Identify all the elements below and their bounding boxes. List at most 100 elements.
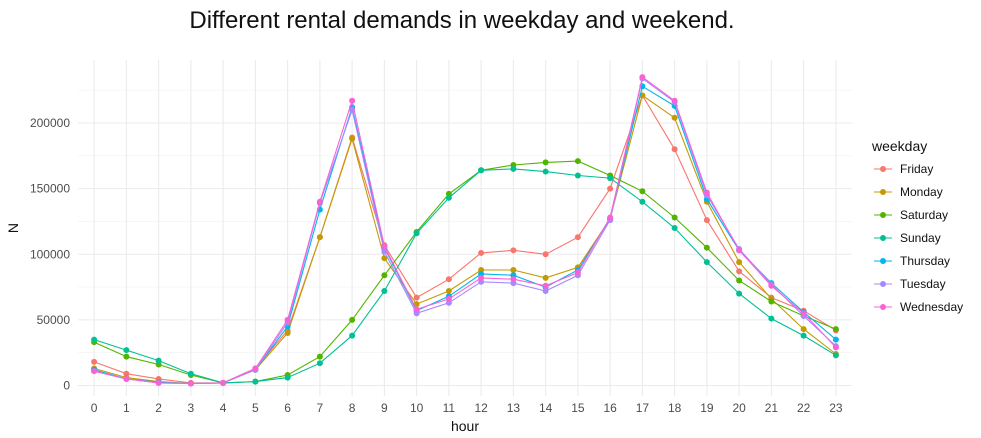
legend: weekday Friday Monday Saturday Sunday Thursd… <box>871 138 963 314</box>
data-point <box>671 214 678 221</box>
data-point <box>607 185 614 192</box>
legend-item-thursday: Thursday <box>874 254 950 268</box>
data-point <box>703 244 710 251</box>
x-axis-title: hour <box>451 418 479 434</box>
data-point <box>252 365 259 372</box>
data-point <box>768 298 775 305</box>
data-point <box>381 255 388 262</box>
x-tick-label: 0 <box>91 401 98 415</box>
data-point <box>671 97 678 104</box>
x-tick-label: 15 <box>571 401 585 415</box>
data-point <box>284 374 291 381</box>
x-tick-label: 20 <box>732 401 746 415</box>
series-line <box>93 168 837 384</box>
data-point <box>639 198 646 205</box>
data-point <box>542 288 549 294</box>
x-tick-label: 13 <box>507 401 521 415</box>
data-point <box>736 259 743 266</box>
legend-label: Sunday <box>900 231 941 245</box>
legend-item-friday: Friday <box>874 162 933 176</box>
x-tick-label: 19 <box>700 401 714 415</box>
x-tick-label: 8 <box>349 401 356 415</box>
data-point <box>703 259 710 266</box>
series-sunday <box>91 165 839 386</box>
data-point <box>316 353 323 360</box>
x-tick-label: 5 <box>252 401 259 415</box>
legend-key-point <box>880 281 886 287</box>
grid-minor <box>78 89 852 353</box>
series-line <box>93 76 837 385</box>
chart-title: Different rental demands in weekday and … <box>189 7 734 34</box>
data-point <box>768 282 775 289</box>
data-point <box>413 306 420 313</box>
legend-label: Tuesday <box>900 277 946 291</box>
data-point <box>123 347 130 354</box>
data-point <box>542 251 549 258</box>
data-point <box>478 274 485 281</box>
data-point <box>736 247 743 254</box>
legend-key-point <box>880 212 886 218</box>
legend-item-monday: Monday <box>874 185 943 199</box>
legend-key-point <box>880 189 886 195</box>
x-axis-ticks: 0 1 2 3 4 5 6 7 8 9 10 11 12 13 14 15 16 17 18 19 20 21 22 23 <box>91 401 843 415</box>
data-point <box>445 295 452 302</box>
data-point <box>349 135 356 142</box>
data-point <box>800 332 807 339</box>
x-tick-label: 2 <box>155 401 162 415</box>
x-tick-label: 11 <box>443 401 456 415</box>
data-point <box>671 114 678 121</box>
data-point <box>445 288 452 294</box>
data-point <box>284 330 291 336</box>
data-point <box>510 276 517 283</box>
data-point <box>671 146 678 153</box>
data-point <box>478 249 485 256</box>
data-point <box>607 175 614 182</box>
data-point <box>413 294 420 301</box>
data-point <box>736 290 743 297</box>
legend-item-saturday: Saturday <box>874 208 948 222</box>
data-point <box>510 165 517 172</box>
data-point <box>574 158 581 165</box>
x-tick-label: 17 <box>636 401 650 415</box>
data-point <box>316 234 323 241</box>
data-point <box>671 225 678 231</box>
x-tick-label: 4 <box>220 401 227 415</box>
data-point <box>832 326 839 333</box>
legend-label: Friday <box>900 162 933 176</box>
legend-key-point <box>880 235 886 241</box>
data-point <box>478 167 485 174</box>
data-point <box>413 230 420 237</box>
data-point <box>542 274 549 281</box>
data-point <box>639 74 646 81</box>
data-point <box>800 326 807 333</box>
data-point <box>316 198 323 205</box>
data-point <box>832 336 839 343</box>
legend-label: Wednesday <box>900 300 963 314</box>
legend-key-point <box>880 304 886 310</box>
data-point <box>155 357 162 364</box>
legend-key-point <box>880 258 886 264</box>
data-point <box>445 194 452 201</box>
data-point <box>381 272 388 279</box>
data-point <box>542 168 549 175</box>
x-tick-label: 18 <box>668 401 682 415</box>
x-tick-label: 22 <box>797 401 811 415</box>
data-point <box>91 336 98 343</box>
x-tick-label: 1 <box>123 401 130 415</box>
data-point <box>220 379 227 386</box>
data-point <box>574 172 581 179</box>
legend-label: Monday <box>900 185 943 199</box>
grid-major <box>78 60 852 396</box>
legend-item-tuesday: Tuesday <box>874 277 946 291</box>
x-tick-label: 6 <box>284 401 291 415</box>
data-point <box>574 269 581 276</box>
data-point <box>703 189 710 196</box>
data-point <box>187 380 194 387</box>
series-wednesday <box>91 74 839 387</box>
y-axis-ticks: 0 50000 100000 150000 200000 <box>30 116 70 393</box>
y-tick-label: 50000 <box>37 313 71 327</box>
data-point <box>768 315 775 322</box>
data-point <box>510 247 517 254</box>
data-point <box>349 332 356 339</box>
